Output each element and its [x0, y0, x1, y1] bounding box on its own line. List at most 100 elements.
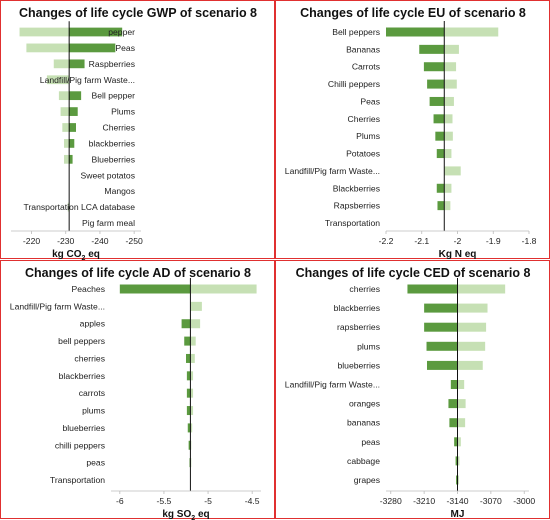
bar-high-7	[444, 149, 452, 159]
category-label: grapes	[354, 475, 380, 485]
bar-high-0	[19, 27, 70, 37]
bar-high-5	[60, 107, 70, 116]
category-label: Bell pepper	[92, 91, 136, 101]
bar-low-2	[181, 319, 191, 329]
bar-high-7	[64, 139, 70, 148]
category-label: Peaches	[72, 284, 105, 294]
bar-low-8	[454, 437, 458, 447]
bar-low-1	[424, 303, 458, 313]
chart-panel-ced: Changes of life cycle CED of scenario 8 c…	[275, 260, 550, 520]
bar-low-7	[436, 149, 445, 159]
bar-high-9	[457, 456, 460, 466]
bar-high-11	[67, 202, 70, 212]
bar-high-4	[457, 360, 483, 370]
bar-low-2	[424, 322, 458, 332]
category-label: plums	[357, 341, 380, 351]
chart-title: Changes of life cycle GWP of scenario 8	[19, 6, 257, 20]
bar-high-2	[53, 59, 70, 69]
chart-panel-ad: Changes of life cycle AD of scenario 8 Pe…	[0, 260, 275, 520]
bar-high-0	[444, 27, 499, 37]
bar-high-3	[46, 75, 70, 85]
category-label: peas	[361, 437, 380, 447]
bar-low-9	[455, 456, 458, 466]
category-label: Landfill/Pig farm Waste...	[10, 301, 105, 311]
category-label: blackberries	[334, 303, 380, 313]
x-axis-label: kg CO2 eq	[52, 249, 100, 260]
category-label: Pig farm meal	[82, 218, 135, 228]
bar-high-8	[190, 423, 193, 433]
category-label: Cherries	[348, 114, 380, 124]
category-label: Cherries	[103, 123, 135, 133]
bar-low-8	[69, 154, 73, 164]
bar-low-4	[426, 360, 458, 370]
tick-label: -220	[23, 236, 40, 246]
bar-low-3	[184, 336, 191, 346]
bar-high-3	[190, 336, 196, 346]
category-label: Sweet potatos	[81, 170, 135, 180]
bar-high-1	[444, 44, 459, 54]
bar-low-6	[69, 123, 76, 132]
bar-high-3	[457, 341, 486, 351]
category-label: Carrots	[352, 62, 380, 72]
bar-low-6	[186, 388, 191, 398]
bar-low-8	[187, 423, 191, 433]
chart-title: Changes of life cycle EU of scenario 8	[300, 6, 526, 20]
category-label: Transportation	[325, 218, 380, 228]
bar-low-2	[423, 62, 445, 72]
category-label: oranges	[349, 399, 380, 409]
bar-low-4	[429, 96, 445, 106]
category-label: Peas	[360, 96, 380, 106]
chart-ced: Changes of life cycle CED of scenario 8 c…	[285, 266, 536, 520]
category-label: Landfill/Pig farm Waste...	[285, 166, 380, 176]
bar-low-4	[186, 353, 191, 363]
tick-label: -2.1	[414, 236, 429, 246]
bar-low-7	[69, 139, 75, 148]
bar-high-6	[457, 399, 466, 409]
bar-low-4	[69, 91, 82, 101]
chart-eu: Changes of life cycle EU of scenario 8 Be…	[285, 6, 537, 260]
category-label: apples	[80, 319, 105, 329]
category-label: Blueberries	[92, 154, 135, 164]
bar-low-6	[448, 399, 458, 409]
chart-panel-eu: Changes of life cycle EU of scenario 8 Be…	[275, 0, 550, 260]
tick-label: -6	[116, 496, 124, 506]
category-label: pepper	[108, 27, 135, 37]
category-label: Peas	[115, 43, 135, 53]
category-label: Transportation	[50, 475, 105, 485]
bar-low-5	[450, 380, 458, 389]
bar-high-8	[64, 154, 70, 164]
tick-label: -2.2	[379, 236, 394, 246]
chart-gwp: Changes of life cycle GWP of scenario 8 p…	[11, 6, 257, 260]
bar-low-5	[69, 107, 78, 116]
bar-high-2	[444, 62, 457, 72]
bar-high-0	[457, 284, 506, 294]
bar-low-1	[69, 43, 116, 53]
bar-low-1	[419, 44, 445, 54]
category-label: carrots	[79, 388, 105, 398]
bar-low-3	[426, 341, 458, 351]
tick-label: -2	[454, 236, 462, 246]
x-axis-label: MJ	[451, 509, 465, 520]
bar-high-5	[190, 371, 194, 381]
tick-label: -250	[126, 236, 143, 246]
category-label: Bell peppers	[332, 27, 380, 37]
category-label: plums	[82, 406, 105, 416]
category-label: chilli peppers	[55, 440, 105, 450]
bar-high-6	[190, 388, 194, 398]
category-label: Potatoes	[346, 149, 380, 159]
category-label: Blackberries	[333, 183, 380, 193]
bar-high-4	[58, 91, 70, 101]
chart-title: Changes of life cycle AD of scenario 8	[25, 266, 251, 280]
x-axis-label: Kg N eq	[439, 249, 477, 260]
tick-label: -3140	[447, 496, 469, 506]
category-label: Bananas	[346, 44, 380, 54]
bar-high-3	[444, 79, 457, 89]
bar-low-6	[435, 131, 445, 141]
category-label: Plums	[356, 131, 380, 141]
tick-label: -4.5	[245, 496, 260, 506]
category-label: bell peppers	[58, 336, 105, 346]
category-label: cherries	[349, 284, 380, 294]
category-label: Plums	[111, 107, 135, 117]
bar-low-3	[427, 79, 445, 89]
tick-label: -1.9	[486, 236, 501, 246]
